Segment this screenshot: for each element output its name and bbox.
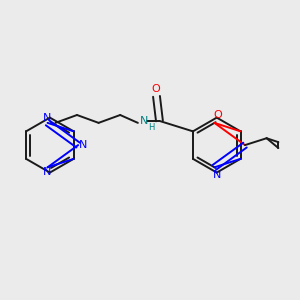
Text: N: N: [213, 170, 221, 180]
Text: O: O: [151, 83, 160, 94]
Text: N: N: [42, 167, 51, 177]
Text: H: H: [148, 123, 154, 132]
Text: N: N: [42, 113, 51, 123]
Text: N: N: [79, 140, 87, 150]
Text: N: N: [140, 116, 148, 126]
Text: O: O: [213, 110, 222, 120]
